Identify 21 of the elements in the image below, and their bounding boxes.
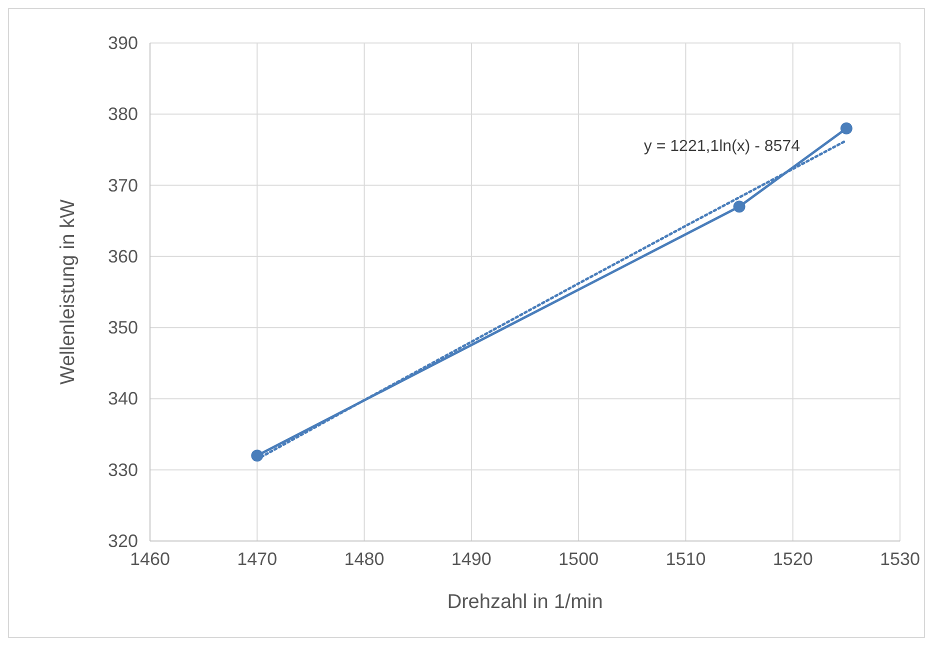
x-tick-label: 1500 — [558, 549, 599, 569]
x-tick-label: 1510 — [666, 549, 706, 569]
y-tick-label: 350 — [108, 318, 138, 338]
x-tick-label: 1520 — [772, 549, 813, 569]
x-tick-label: 1490 — [451, 549, 492, 569]
y-tick-label: 390 — [108, 33, 138, 53]
annotation: y = 1221,1ln(x) - 8574 — [644, 138, 800, 155]
y-tick-label: 360 — [108, 246, 138, 266]
point — [840, 122, 852, 134]
y-tick-label: 320 — [108, 531, 138, 551]
x-tick-label: 1530 — [880, 549, 920, 569]
y-axis-title: Wellenleistung in kW — [57, 199, 79, 385]
x-tick-label: 1460 — [130, 549, 170, 569]
y-tick-label: 380 — [108, 104, 138, 124]
y-tick-label: 370 — [108, 175, 138, 196]
x-tick-label: 1480 — [344, 549, 384, 569]
point — [733, 200, 746, 213]
y-tick-label: 330 — [108, 460, 138, 480]
y-tick-label: 340 — [108, 388, 138, 409]
x-tick-label: 1470 — [237, 549, 278, 569]
x-axis-title: Drehzahl in 1/min — [447, 591, 603, 613]
